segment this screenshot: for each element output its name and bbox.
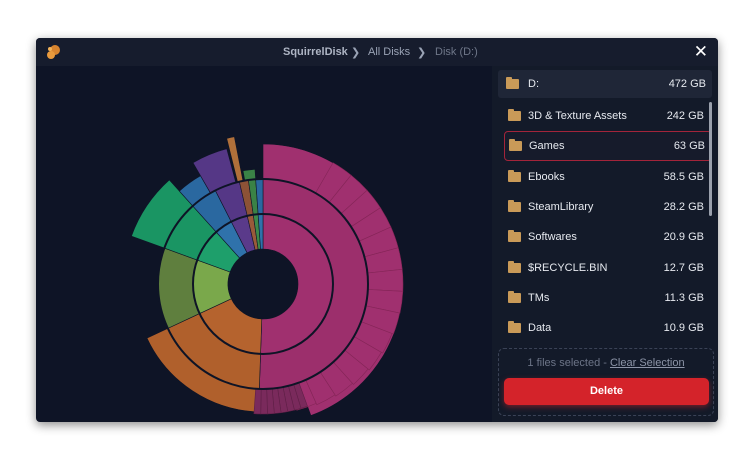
item-row[interactable]: Ebooks 58.5 GB [504, 163, 710, 191]
item-row[interactable]: TMs 11.3 GB [504, 284, 710, 312]
item-row[interactable]: Games 63 GB [504, 131, 712, 162]
item-size: 20.9 GB [663, 231, 704, 244]
item-size: 242 GB [666, 110, 704, 122]
item-name: Games [529, 140, 565, 153]
selection-box: 1 files selected - Clear Selection Delet… [498, 348, 714, 416]
folder-icon [508, 169, 521, 182]
crumb[interactable]: All Disks [368, 46, 411, 58]
drive-size: 472 GB [668, 78, 706, 90]
item-row[interactable]: 3D & Texture Assets 242 GB [504, 102, 710, 130]
item-name: TMs [528, 291, 550, 304]
title-bar: SquirrelDisk ❯ All Disks ❯ Disk (D:) ✕ [36, 38, 718, 66]
crumb-separator: ❯ [351, 47, 361, 59]
folder-icon [508, 109, 521, 121]
folder-icon [509, 139, 522, 152]
separator: - [603, 357, 607, 369]
item-name: Ebooks [528, 170, 565, 183]
drive-name: D: [528, 78, 539, 90]
close-button[interactable]: ✕ [693, 42, 708, 61]
item-row[interactable]: Data 10.9 GB [504, 314, 710, 342]
folder-icon [508, 260, 521, 273]
sunburst [131, 136, 404, 416]
item-row[interactable]: $RECYCLE.BIN 12.7 GB [504, 254, 710, 282]
folder-icon [508, 230, 521, 243]
item-name: 3D & Texture Assets [528, 110, 627, 122]
item-row[interactable]: SteamLibrary 28.2 GB [504, 193, 710, 221]
item-name: Data [528, 322, 552, 335]
app-logo [47, 45, 60, 59]
item-name: Softwares [528, 231, 577, 244]
selection-status: 1 files selected - Clear Selection [499, 357, 713, 369]
item-name: SteamLibrary [528, 200, 594, 213]
folder-icon [508, 321, 521, 334]
item-size: 58.5 GB [663, 170, 704, 183]
ring-divider [192, 213, 334, 355]
side-panel: D: 472 GB 3D & Texture Assets 242 GB Games… [492, 66, 718, 422]
item-row[interactable]: Softwares 20.9 GB [504, 223, 710, 251]
sunburst-segment[interactable] [260, 388, 268, 415]
item-size: 10.9 GB [663, 322, 704, 335]
crumb: Disk (D:) [435, 46, 478, 58]
app-window: SquirrelDisk ❯ All Disks ❯ Disk (D:) ✕ D… [36, 38, 718, 422]
status-text: 1 files selected [527, 357, 601, 369]
drive-row[interactable]: D: 472 GB [498, 70, 712, 98]
ring-divider [157, 178, 369, 390]
clear-selection[interactable]: Clear Selection [609, 357, 685, 369]
item-size: 63 GB [673, 140, 705, 153]
item-size: 11.3 GB [664, 291, 704, 304]
app-name[interactable]: SquirrelDisk [283, 46, 348, 58]
item-name: $RECYCLE.BIN [528, 261, 608, 274]
folder-icon [508, 199, 521, 212]
crumb-separator: ❯ [417, 47, 427, 59]
delete-button[interactable]: Delete [504, 378, 709, 405]
folder-icon [506, 77, 519, 89]
sunburst-segment[interactable] [367, 269, 404, 292]
item-size: 12.7 GB [663, 261, 704, 274]
item-size: 28.2 GB [663, 200, 704, 213]
folder-icon [508, 290, 521, 303]
scrollbar[interactable] [709, 102, 712, 216]
